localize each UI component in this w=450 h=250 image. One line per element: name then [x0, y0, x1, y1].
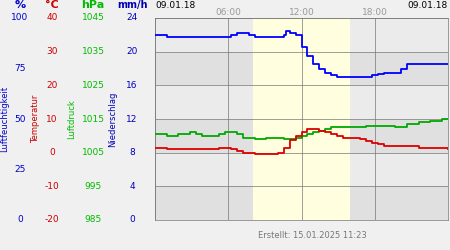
Text: -20: -20 — [45, 216, 59, 224]
Bar — [155, 186, 448, 220]
Bar — [155, 119, 448, 153]
Text: 1035: 1035 — [81, 47, 104, 56]
Text: 1025: 1025 — [81, 81, 104, 90]
Text: 1045: 1045 — [81, 14, 104, 22]
Text: Luftdruck: Luftdruck — [68, 99, 76, 139]
Text: 0: 0 — [129, 216, 135, 224]
Text: 995: 995 — [85, 182, 102, 191]
Text: hPa: hPa — [81, 0, 104, 10]
Text: 100: 100 — [11, 14, 29, 22]
Text: Erstellt: 15.01.2025 11:23: Erstellt: 15.01.2025 11:23 — [258, 231, 367, 240]
Text: 25: 25 — [14, 165, 26, 174]
Text: 50: 50 — [14, 114, 26, 124]
Bar — [155, 85, 448, 119]
Text: 8: 8 — [129, 148, 135, 157]
Bar — [155, 52, 448, 85]
Text: 30: 30 — [46, 47, 58, 56]
Text: -10: -10 — [45, 182, 59, 191]
Text: 1015: 1015 — [81, 114, 104, 124]
Text: °C: °C — [45, 0, 59, 10]
Text: 16: 16 — [126, 81, 138, 90]
Bar — [252, 18, 350, 220]
Text: 20: 20 — [46, 81, 58, 90]
Text: 4: 4 — [129, 182, 135, 191]
Text: %: % — [14, 0, 26, 10]
Bar — [155, 18, 448, 52]
Text: 24: 24 — [126, 14, 138, 22]
Text: 10: 10 — [46, 114, 58, 124]
Text: mm/h: mm/h — [117, 0, 147, 10]
Text: 09.01.18: 09.01.18 — [155, 1, 195, 10]
Text: Luftfeuchtigkeit: Luftfeuchtigkeit — [0, 86, 9, 152]
Text: Niederschlag: Niederschlag — [108, 91, 117, 147]
Text: Temperatur: Temperatur — [32, 95, 40, 143]
Text: 09.01.18: 09.01.18 — [408, 1, 448, 10]
Text: 985: 985 — [85, 216, 102, 224]
Text: 40: 40 — [46, 14, 58, 22]
Bar — [155, 153, 448, 186]
Text: 12: 12 — [126, 114, 138, 124]
Text: 0: 0 — [49, 148, 55, 157]
Text: 0: 0 — [17, 216, 23, 224]
Text: 20: 20 — [126, 47, 138, 56]
Text: 1005: 1005 — [81, 148, 104, 157]
Text: 75: 75 — [14, 64, 26, 73]
